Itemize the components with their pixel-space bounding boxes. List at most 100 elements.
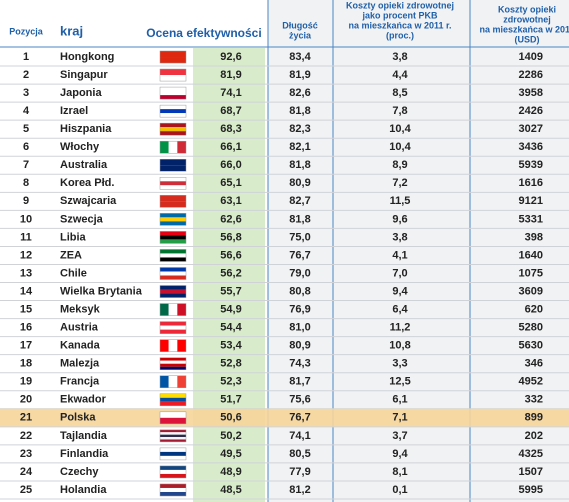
column-header: Pozycja: [9, 26, 44, 36]
flag-stripe: [160, 451, 186, 456]
flag-stripe: [168, 339, 178, 352]
flag-stripe: [160, 439, 186, 442]
flag-border: [159, 303, 187, 316]
score: 65,1: [220, 177, 241, 189]
health-cost-usd: 346: [525, 358, 543, 370]
column-header: kraj: [60, 23, 83, 38]
life-expectancy: 74,3: [289, 358, 310, 370]
position: 10: [20, 213, 32, 225]
flag-stripe: [160, 91, 186, 96]
score: 92,6: [220, 51, 241, 63]
flag-stripe: [177, 141, 186, 154]
health-cost-gdp: 7,8: [392, 105, 407, 117]
score: 52,3: [220, 376, 241, 388]
position: 7: [23, 159, 29, 171]
health-cost-usd: 1075: [519, 267, 543, 279]
life-expectancy: 76,9: [289, 303, 310, 315]
flag-stripe: [160, 473, 186, 478]
health-cost-gdp: 12,5: [389, 376, 410, 388]
country: Kanada: [60, 340, 101, 352]
life-expectancy: 77,9: [289, 466, 310, 478]
country: Korea Płd.: [60, 177, 114, 189]
country: Polska: [60, 412, 96, 424]
health-cost-usd: 9121: [519, 195, 543, 207]
health-cost-gdp: 3,3: [392, 358, 407, 370]
health-cost-gdp: 10,4: [389, 141, 411, 153]
flag-stripe: [160, 221, 186, 226]
score: 62,6: [220, 213, 241, 225]
position: 2: [23, 69, 29, 81]
flag-stripe: [168, 141, 178, 154]
life-expectancy: 81,7: [289, 376, 310, 388]
country: Hongkong: [60, 51, 114, 63]
flag-border: [159, 195, 187, 208]
highlight-row: [0, 408, 569, 427]
flag-stripe: [160, 487, 186, 492]
score: 50,6: [220, 412, 241, 424]
health-cost-gdp: 9,4: [392, 285, 408, 297]
country: Włochy: [60, 141, 100, 153]
health-cost-gdp: 7,2: [392, 177, 407, 189]
position: 24: [20, 466, 33, 478]
flag-stripe: [160, 491, 186, 496]
health-cost-usd: 1409: [519, 51, 543, 63]
health-cost-gdp: 9,4: [392, 448, 408, 460]
position: 8: [23, 177, 29, 189]
position: 3: [23, 87, 29, 99]
position: 9: [23, 195, 29, 207]
flag-stripe: [160, 366, 186, 370]
flag-stripe: [160, 417, 186, 424]
flag-stripe: [177, 339, 186, 352]
country: Izrael: [60, 105, 88, 117]
flag-stripe: [160, 127, 186, 132]
flag-stripe: [160, 432, 186, 435]
flag-stripe: [168, 375, 178, 388]
health-cost-usd: 5939: [519, 159, 543, 171]
flag-border: [159, 465, 187, 479]
flag-stripe: [160, 213, 186, 218]
flag-stripe: [160, 257, 186, 262]
health-cost-usd: 2286: [519, 69, 543, 81]
flag-stripe: [160, 271, 186, 276]
health-cost-usd: 3609: [519, 285, 543, 297]
health-cost-usd: 1640: [519, 249, 543, 261]
country: Singapur: [60, 69, 108, 81]
flag-stripe: [160, 321, 186, 326]
life-expectancy: 76,7: [289, 249, 310, 261]
flag-border: [159, 104, 187, 118]
life-expectancy: 81,0: [289, 322, 310, 334]
score: 52,8: [220, 358, 241, 370]
country: Malezja: [60, 358, 100, 370]
flag-border: [159, 429, 187, 443]
flag-stripe: [160, 105, 186, 110]
score: 48,9: [220, 466, 241, 478]
country: Holandia: [60, 484, 107, 496]
life-expectancy: 74,1: [289, 430, 310, 442]
flag-stripe: [160, 185, 186, 190]
score: 68,7: [220, 105, 241, 117]
flag-stripe: [160, 339, 169, 352]
health-cost-usd: 4325: [519, 448, 543, 460]
health-cost-gdp: 7,1: [392, 412, 407, 424]
flag-stripe: [160, 434, 186, 438]
score: 56,2: [220, 267, 241, 279]
flag-stripe: [160, 375, 169, 388]
score: 54,9: [220, 303, 241, 315]
column-header: na mieszkańca w 2011 r.: [348, 20, 451, 30]
flag-stripe: [160, 267, 186, 272]
column-header: Koszty opieki zdrowotnej: [346, 0, 454, 10]
flag-border: [159, 249, 187, 262]
position: 22: [20, 430, 32, 442]
health-cost-usd: 4952: [519, 376, 543, 388]
score: 49,5: [220, 448, 241, 460]
column-header: (USD): [515, 34, 540, 44]
health-cost-gdp: 11,5: [390, 195, 411, 207]
life-expectancy: 82,7: [289, 195, 310, 207]
flag-border: [159, 411, 187, 425]
flag-stripe: [160, 249, 186, 254]
flag-stripe: [160, 141, 169, 154]
flag-border: [159, 393, 187, 407]
score: 68,3: [220, 123, 241, 135]
position: 21: [20, 412, 32, 424]
flag-border: [159, 375, 187, 389]
